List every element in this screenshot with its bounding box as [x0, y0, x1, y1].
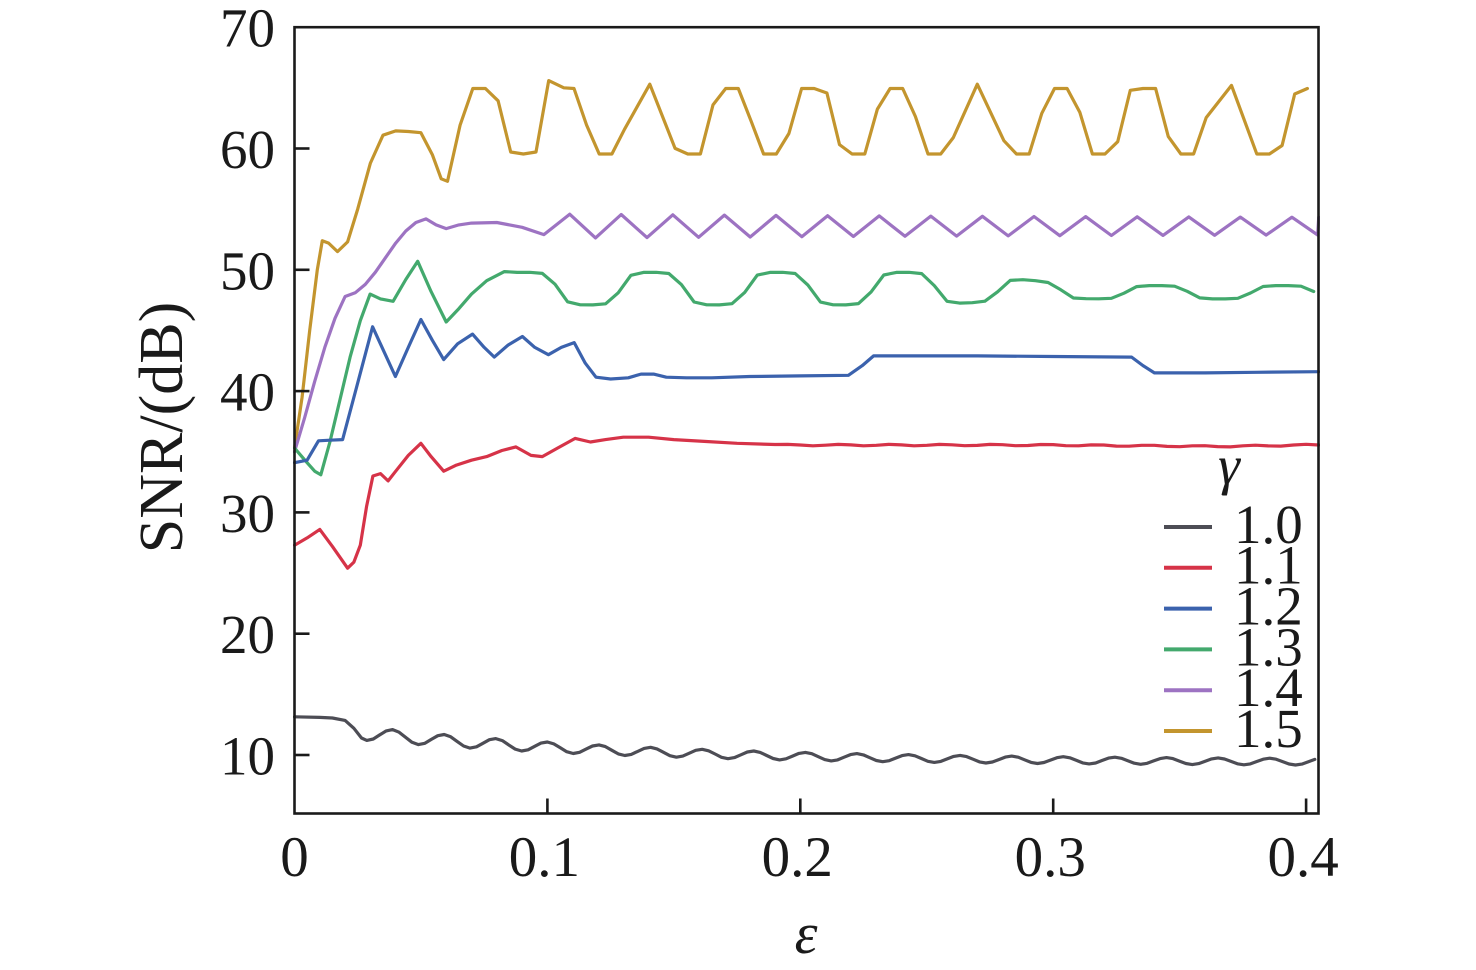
svg-text:0.4: 0.4: [1267, 826, 1338, 889]
svg-text:1.3: 1.3: [1234, 616, 1303, 677]
svg-text:SNR/(dB): SNR/(dB): [128, 302, 196, 553]
svg-text:40: 40: [220, 362, 275, 423]
svg-text:10: 10: [220, 726, 275, 787]
svg-text:0.2: 0.2: [762, 826, 833, 889]
svg-text:1.4: 1.4: [1234, 657, 1303, 718]
svg-text:0.3: 0.3: [1015, 826, 1086, 889]
svg-text:0: 0: [280, 826, 309, 889]
svg-text:1.0: 1.0: [1234, 494, 1303, 555]
svg-text:20: 20: [220, 604, 275, 665]
svg-text:50: 50: [220, 240, 275, 301]
svg-text:ε: ε: [795, 901, 818, 966]
svg-text:γ: γ: [1218, 435, 1241, 496]
svg-text:60: 60: [220, 119, 275, 180]
svg-text:30: 30: [220, 483, 275, 544]
svg-text:1.1: 1.1: [1234, 535, 1303, 596]
svg-text:70: 70: [220, 0, 275, 59]
svg-text:1.2: 1.2: [1234, 576, 1303, 637]
svg-text:1.5: 1.5: [1234, 698, 1303, 759]
svg-text:0.1: 0.1: [509, 826, 580, 889]
